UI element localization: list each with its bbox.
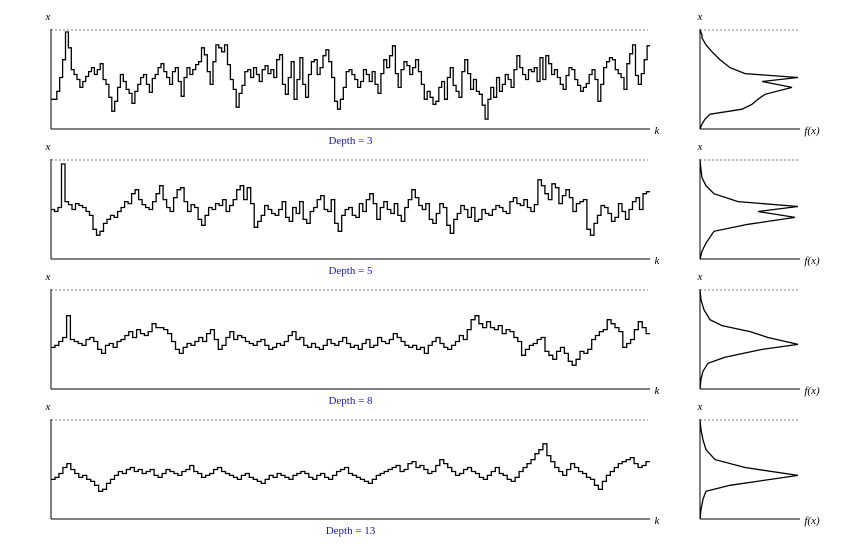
series-y-label: x	[45, 11, 51, 23]
density-y-label: x	[697, 141, 703, 153]
depth-caption: Depth = 8	[328, 395, 373, 407]
depth-caption: Depth = 13	[326, 525, 376, 537]
series-line	[51, 31, 650, 120]
series-y-label: x	[45, 401, 51, 413]
series-line	[51, 315, 650, 366]
density-y-label: x	[697, 271, 703, 283]
density-x-label: f(x)	[804, 255, 820, 267]
panel-depth-5: x k Depth = 5 x f(x)	[45, 141, 820, 277]
density-x-label: f(x)	[804, 385, 820, 397]
density-y-label: x	[697, 401, 703, 413]
series-x-label: k	[655, 255, 661, 267]
depth-caption: Depth = 3	[328, 135, 373, 147]
panel-depth-13: x k Depth = 13 x f(x)	[45, 401, 820, 537]
density-curve	[699, 289, 799, 390]
density-y-label: x	[697, 11, 703, 23]
density-x-label: f(x)	[804, 125, 820, 137]
series-line	[51, 443, 650, 492]
series-x-label: k	[655, 515, 661, 527]
series-line	[51, 163, 650, 236]
series-y-label: x	[45, 271, 51, 283]
panel-depth-3: x k Depth = 3 x f(x)	[45, 11, 820, 147]
density-curve	[699, 29, 799, 130]
panel-depth-8: x k Depth = 8 x f(x)	[45, 271, 820, 407]
density-curve	[699, 419, 799, 520]
series-x-label: k	[655, 385, 661, 397]
depth-caption: Depth = 5	[328, 265, 373, 277]
series-x-label: k	[655, 125, 661, 137]
density-curve	[699, 159, 799, 260]
series-y-label: x	[45, 141, 51, 153]
density-x-label: f(x)	[804, 515, 820, 527]
